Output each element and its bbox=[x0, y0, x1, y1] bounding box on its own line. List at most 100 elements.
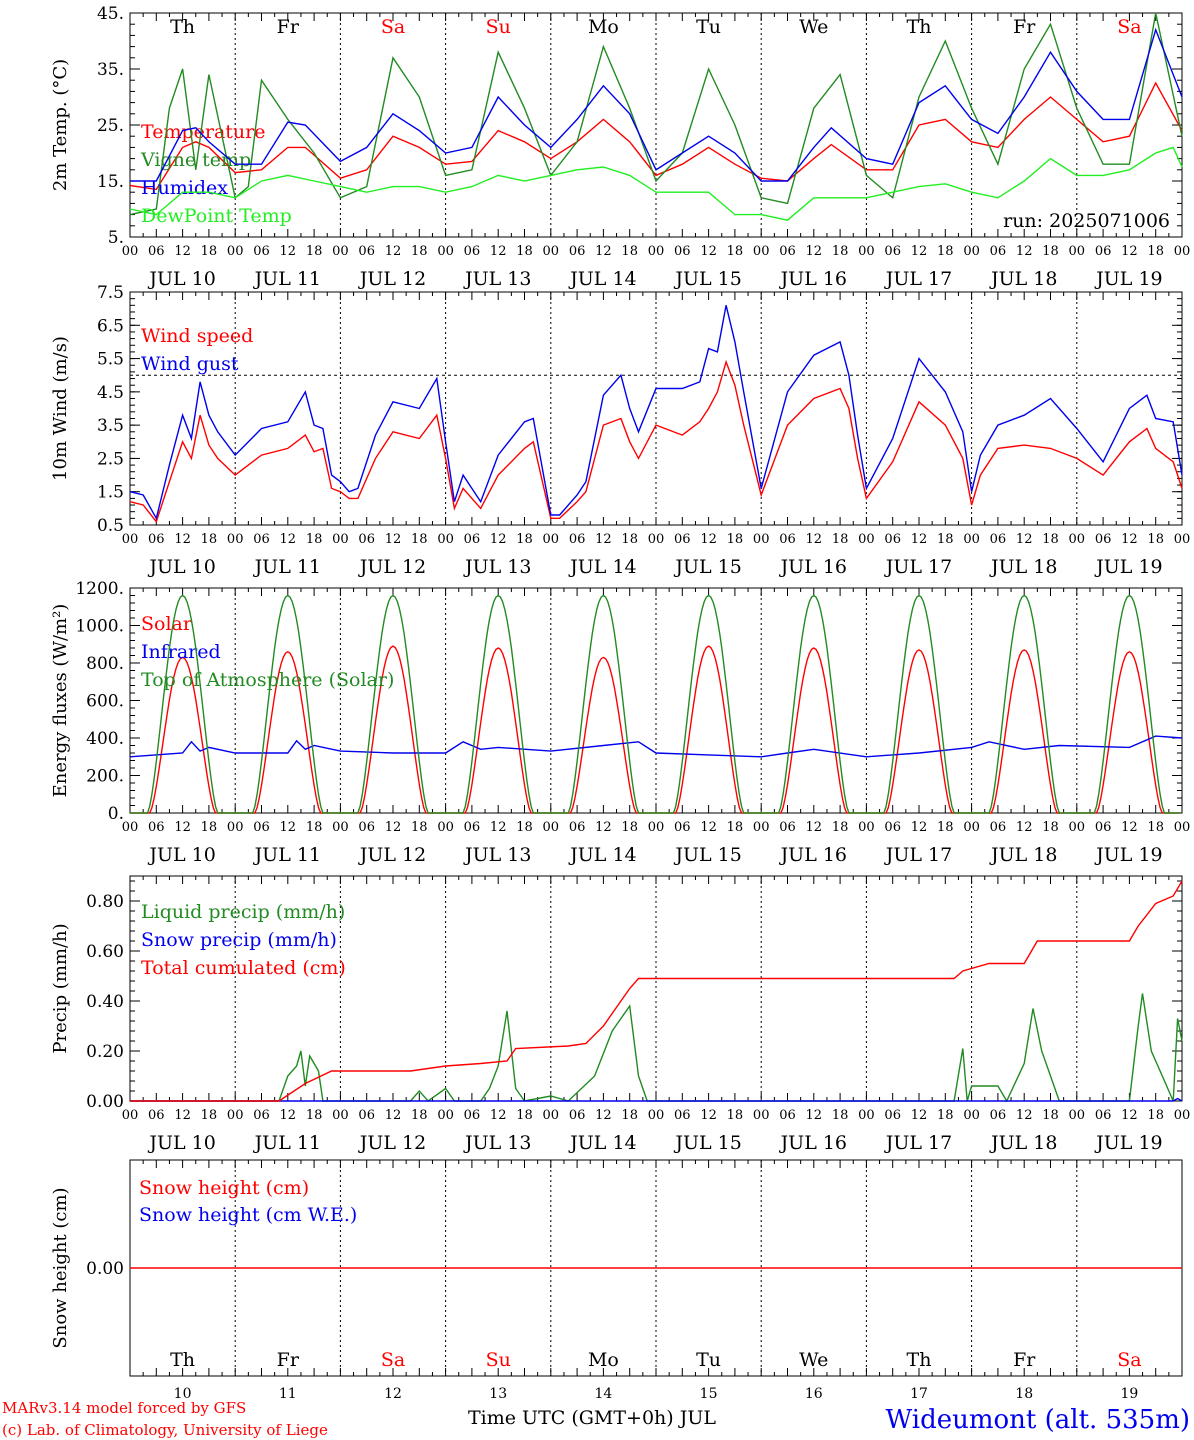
hour-label: 18 bbox=[201, 820, 218, 835]
series-line-dewpoint-temp bbox=[129, 146, 1183, 221]
hour-label: 18 bbox=[306, 532, 323, 547]
legend-entry: Vigne temp bbox=[140, 149, 251, 171]
hour-label: 00 bbox=[122, 532, 139, 547]
hour-label: 18 bbox=[727, 1108, 744, 1123]
credit-line-1: MARv3.14 model forced by GFS bbox=[2, 1399, 246, 1417]
hour-label: 18 bbox=[411, 1108, 428, 1123]
y-tick-label: 0.40 bbox=[86, 992, 124, 1012]
hour-label: 00 bbox=[963, 532, 980, 547]
series-line-humidex bbox=[130, 27, 1183, 182]
y-tick-label: 0.00 bbox=[86, 1259, 124, 1279]
day-number-label: 14 bbox=[594, 1386, 612, 1402]
hour-label: 00 bbox=[753, 244, 770, 259]
hour-label: 18 bbox=[411, 244, 428, 259]
hour-label: 12 bbox=[1016, 244, 1033, 259]
hour-label: 06 bbox=[569, 532, 586, 547]
legend-entry: DewPoint Temp bbox=[141, 205, 292, 227]
hour-label: 06 bbox=[148, 244, 165, 259]
weekday-label-top: Sa bbox=[1117, 16, 1141, 38]
hour-label: 12 bbox=[280, 1108, 297, 1123]
hour-label: 06 bbox=[884, 820, 901, 835]
hour-label: 00 bbox=[437, 244, 454, 259]
hour-label: 06 bbox=[148, 820, 165, 835]
date-label: JUL 17 bbox=[884, 556, 952, 578]
hour-label: 00 bbox=[858, 244, 875, 259]
hour-label: 06 bbox=[358, 1108, 375, 1123]
weekday-label-top: Tu bbox=[696, 16, 721, 38]
date-label: JUL 13 bbox=[463, 268, 531, 290]
date-label: JUL 12 bbox=[358, 1132, 426, 1154]
y-tick-label: 800. bbox=[86, 654, 124, 674]
hour-label: 12 bbox=[174, 244, 191, 259]
series-line-infrared bbox=[129, 735, 1183, 758]
date-label: JUL 16 bbox=[779, 268, 847, 290]
hour-label: 18 bbox=[306, 244, 323, 259]
date-label: JUL 10 bbox=[147, 1132, 215, 1154]
hour-label: 18 bbox=[832, 532, 849, 547]
hour-label: 00 bbox=[543, 1108, 560, 1123]
date-label: JUL 18 bbox=[989, 556, 1057, 578]
credit-line-2: (c) Lab. of Climatology, University of L… bbox=[2, 1421, 328, 1439]
hour-label: 12 bbox=[385, 532, 402, 547]
hour-label: 12 bbox=[1121, 532, 1138, 547]
weekday-label-top: Th bbox=[907, 16, 932, 38]
hour-label: 00 bbox=[648, 1108, 665, 1123]
date-label: JUL 11 bbox=[253, 844, 321, 866]
hour-label: 18 bbox=[201, 244, 218, 259]
hour-label: 00 bbox=[1069, 1108, 1086, 1123]
series-line-temperature bbox=[129, 81, 1183, 191]
day-number-label: 19 bbox=[1120, 1386, 1138, 1402]
weekday-label-top: Mo bbox=[588, 16, 619, 38]
hour-label: 06 bbox=[253, 820, 270, 835]
hour-label: 18 bbox=[516, 1108, 533, 1123]
weekday-label-bottom: Th bbox=[170, 1349, 195, 1371]
hour-label: 00 bbox=[227, 532, 244, 547]
series-line-snow-precip-mm-h- bbox=[130, 1097, 1183, 1102]
precip-panel: 0.00 0.20 0.40 0.60 0.80 Precip (mm/h) Liquid … bbox=[50, 875, 1190, 1154]
hour-label: 12 bbox=[490, 532, 507, 547]
date-label: JUL 17 bbox=[884, 844, 952, 866]
hour-label: 12 bbox=[911, 1108, 928, 1123]
hour-label: 12 bbox=[911, 244, 928, 259]
run-label: run: 2025071006 bbox=[1003, 210, 1170, 232]
hour-label: 06 bbox=[464, 532, 481, 547]
y-tick-label: 1200. bbox=[75, 579, 124, 599]
hour-label: 06 bbox=[464, 820, 481, 835]
hour-label: 12 bbox=[490, 244, 507, 259]
y-tick-label: 1000. bbox=[75, 617, 124, 637]
hour-label: 00 bbox=[122, 244, 139, 259]
hour-label: 00 bbox=[332, 1108, 349, 1123]
hour-label: 06 bbox=[674, 244, 691, 259]
hour-label: 12 bbox=[280, 820, 297, 835]
weekday-label-bottom: Su bbox=[486, 1349, 511, 1371]
hour-label: 12 bbox=[700, 820, 717, 835]
weekday-label-bottom: We bbox=[799, 1349, 828, 1371]
energy-flux-panel: 0. 200. 400. 600. 800. 1000. 1200.Energy fluxe… bbox=[50, 579, 1190, 866]
hour-label: 12 bbox=[385, 244, 402, 259]
hour-label: 00 bbox=[1069, 532, 1086, 547]
hour-label: 00 bbox=[1174, 532, 1191, 547]
hour-label: 12 bbox=[806, 820, 823, 835]
y-axis-label: Energy fluxes (W/m²) bbox=[50, 604, 71, 798]
y-tick-label: 0.00 bbox=[86, 1092, 124, 1112]
date-label: JUL 19 bbox=[1094, 844, 1162, 866]
hour-label: 06 bbox=[464, 244, 481, 259]
y-tick-label: 600. bbox=[86, 692, 124, 712]
hour-label: 12 bbox=[280, 532, 297, 547]
hour-label: 06 bbox=[358, 820, 375, 835]
series-line-wind-speed bbox=[129, 359, 1183, 524]
date-label: JUL 13 bbox=[463, 556, 531, 578]
hour-label: 18 bbox=[201, 532, 218, 547]
date-label: JUL 12 bbox=[358, 268, 426, 290]
legend-entry: Wind gust bbox=[141, 353, 239, 375]
y-tick-label: 5.5 bbox=[97, 350, 124, 370]
y-axis-label: 10m Wind (m/s) bbox=[50, 336, 71, 481]
hour-label: 18 bbox=[1042, 244, 1059, 259]
hour-label: 12 bbox=[385, 1108, 402, 1123]
hour-label: 00 bbox=[543, 244, 560, 259]
y-tick-label: 25. bbox=[97, 116, 124, 136]
legend-entry: Temperature bbox=[141, 121, 265, 143]
hour-label: 00 bbox=[543, 820, 560, 835]
hour-label: 06 bbox=[464, 1108, 481, 1123]
hour-label: 18 bbox=[1042, 532, 1059, 547]
